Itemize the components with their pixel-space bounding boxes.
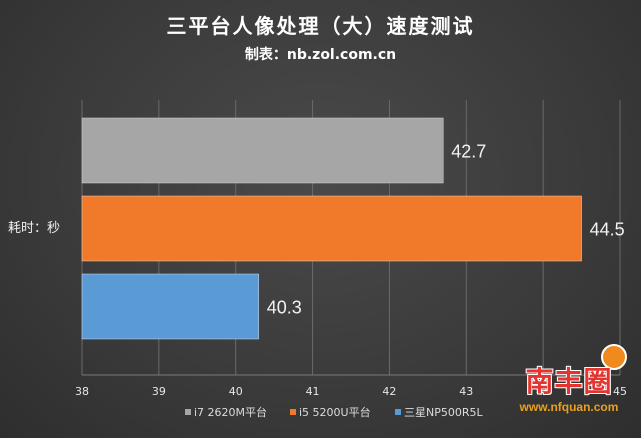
legend-swatch — [395, 409, 401, 415]
bar — [81, 117, 444, 184]
legend-entry: i7 2620M平台 — [194, 405, 267, 419]
orange-icon — [601, 344, 627, 370]
bar — [81, 195, 582, 262]
x-tick-label: 41 — [306, 385, 320, 398]
watermark-text: 南丰圈 — [525, 365, 613, 398]
data-label: 42.7 — [451, 142, 486, 162]
x-tick-label: 40 — [229, 385, 243, 398]
chart-subtitle: 制表：nb.zol.com.cn — [244, 47, 397, 63]
x-tick-label: 42 — [382, 385, 396, 398]
legend-entry: i5 5200U平台 — [299, 405, 371, 419]
data-label: 44.5 — [590, 220, 625, 240]
x-tick-label: 43 — [459, 385, 473, 398]
x-tick-label: 39 — [152, 385, 166, 398]
watermark-url: www.nfquan.com — [519, 400, 619, 414]
legend-swatch — [290, 409, 296, 415]
legend-swatch — [185, 409, 191, 415]
x-tick-label: 44 — [536, 385, 550, 398]
x-tick-label: 38 — [75, 385, 89, 398]
x-tick-label: 45 — [613, 385, 627, 398]
chart-title: 三平台人像处理（大）速度测试 — [166, 14, 475, 38]
bar — [81, 273, 260, 340]
watermark-logo: 南丰圈 www.nfquan.com — [509, 344, 629, 432]
data-label: 40.3 — [267, 298, 302, 318]
legend-entry: 三星NP500R5L — [404, 406, 483, 419]
y-axis-label: 耗时：秒 — [8, 221, 60, 236]
